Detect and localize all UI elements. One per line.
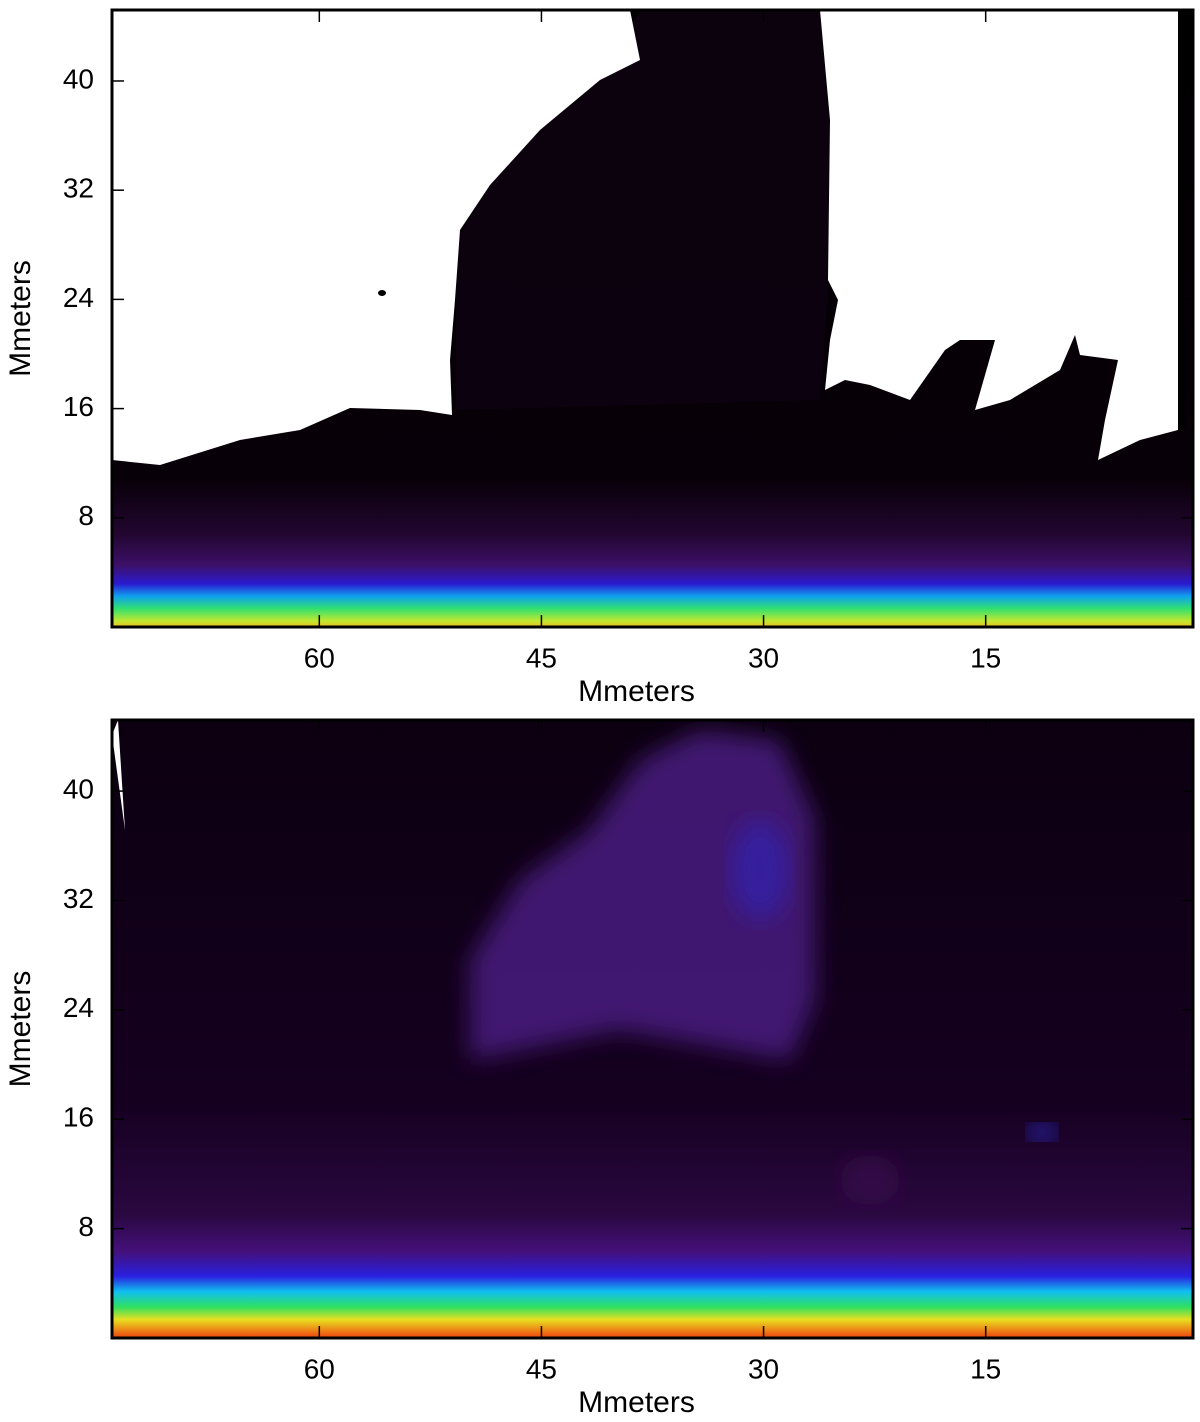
y-tick-label: 8 (78, 500, 94, 531)
y-tick-label: 16 (63, 391, 94, 422)
x-tick-label: 45 (526, 642, 557, 673)
y-tick-label: 32 (63, 173, 94, 204)
x-tick-label: 60 (304, 1353, 335, 1384)
heatmap-image (112, 10, 1193, 627)
plot-frame (110, 718, 1195, 1340)
x-tick-label: 15 (970, 642, 1001, 673)
x-axis-title: Mmeters (578, 1386, 695, 1419)
x-tick-label: 45 (526, 1353, 557, 1384)
plot-frame (110, 8, 1195, 629)
x-tick-label: 30 (748, 642, 779, 673)
x-tick-label: 60 (304, 642, 335, 673)
y-axis-title: Mmeters (4, 971, 37, 1088)
x-axis-title: Mmeters (578, 675, 695, 708)
y-tick-label: 16 (63, 1102, 94, 1133)
x-tick-label: 15 (970, 1353, 1001, 1384)
x-tick-label: 30 (748, 1353, 779, 1384)
y-axis-title: Mmeters (4, 260, 37, 377)
heatmap-image (112, 720, 1193, 1338)
y-tick-label: 32 (63, 883, 94, 914)
y-tick-label: 40 (63, 773, 94, 804)
y-tick-label: 24 (63, 282, 94, 313)
y-tick-label: 8 (78, 1211, 94, 1242)
y-tick-label: 24 (63, 992, 94, 1023)
y-tick-label: 40 (63, 63, 94, 94)
